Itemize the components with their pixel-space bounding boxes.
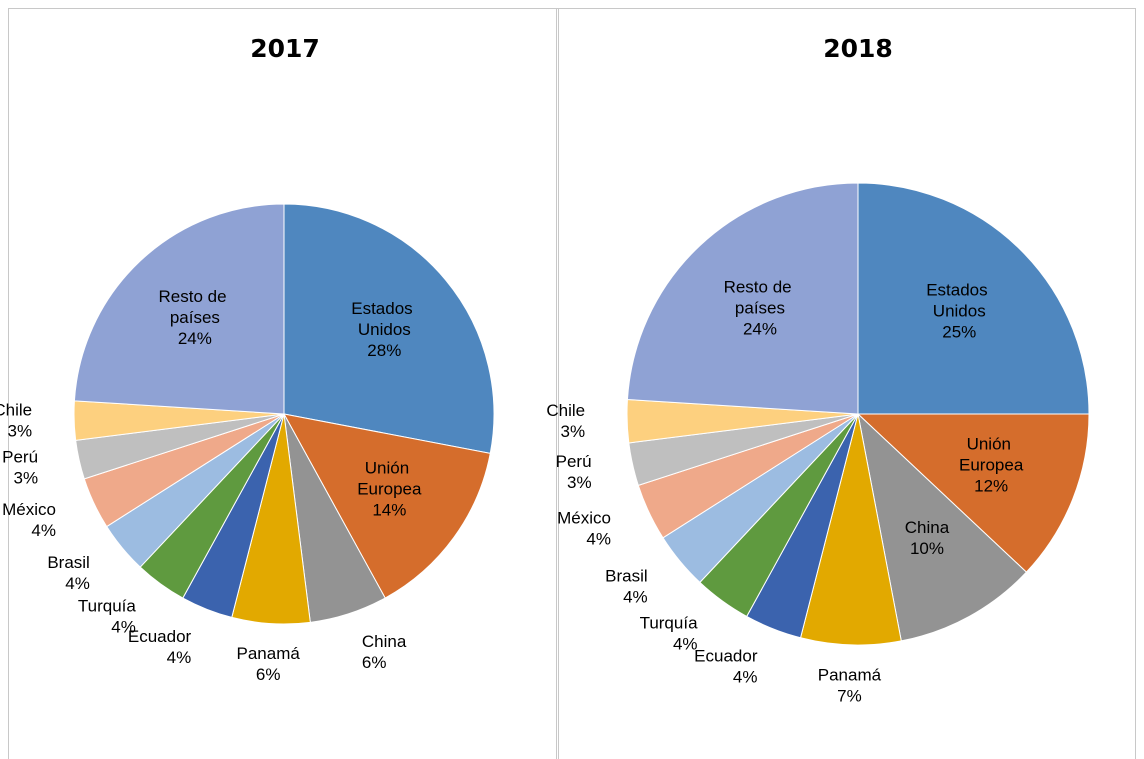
label-line: países xyxy=(735,299,785,318)
slice-label: Resto de países xyxy=(158,287,231,327)
label-line: Ecuador xyxy=(694,646,758,665)
label-line: México xyxy=(2,500,56,519)
slice-label: Unión Europea xyxy=(357,459,422,499)
slice-label: Ecuador xyxy=(694,646,758,665)
label-line: Perú xyxy=(2,447,38,466)
slice-label: Turquía xyxy=(78,596,137,615)
label-line: Estados xyxy=(926,281,992,300)
pie-slice xyxy=(857,412,1028,642)
value-label: 4% xyxy=(111,617,136,636)
slice-label: Brasil xyxy=(47,553,90,572)
value-label: 25% xyxy=(942,323,976,342)
value-label: 4% xyxy=(673,634,698,653)
slice-label: México xyxy=(557,509,611,528)
pie-slice xyxy=(857,182,1090,415)
value-label: 4% xyxy=(167,648,192,667)
slice-label: Ecuador xyxy=(128,627,192,646)
value-label: 24% xyxy=(743,320,777,339)
slice-label: México xyxy=(2,500,56,519)
label-line: Ecuador xyxy=(128,627,192,646)
slice-label: Brasil xyxy=(605,567,648,586)
slice-label: Perú xyxy=(2,447,38,466)
label-line: Unión xyxy=(365,459,414,478)
label-line: Panamá xyxy=(237,644,301,663)
label-line: Brasil xyxy=(605,567,648,586)
value-label: 3% xyxy=(561,422,586,441)
label-line: China xyxy=(362,632,407,651)
pie-slice xyxy=(626,182,859,415)
value-label: 4% xyxy=(586,530,611,549)
slice-label: Resto de países xyxy=(724,278,797,318)
value-label: 6% xyxy=(256,665,281,684)
pie-slice xyxy=(799,413,902,646)
label-line: Panamá xyxy=(818,665,882,684)
slice-label: Chile xyxy=(0,400,32,419)
frame xyxy=(8,8,1136,759)
pie-slice xyxy=(283,413,491,599)
value-label: 4% xyxy=(65,574,90,593)
label-line: Estados xyxy=(351,299,417,318)
label-line: Chile xyxy=(0,400,32,419)
value-label: 4% xyxy=(733,667,758,686)
value-label: 4% xyxy=(623,588,648,607)
value-label: 3% xyxy=(8,421,33,440)
label-line: México xyxy=(557,509,611,528)
label-line: Brasil xyxy=(47,553,90,572)
pie-slice xyxy=(283,203,495,454)
slice-label: Estados Unidos xyxy=(351,299,417,339)
slice-label: Chile xyxy=(546,401,585,420)
label-line: Resto de xyxy=(724,278,797,297)
slice-label: Panamá xyxy=(237,644,301,663)
label-line: Europea xyxy=(357,480,422,499)
label-line: países xyxy=(170,308,220,327)
chart-title: 2018 xyxy=(823,34,893,63)
slice-label: Unión Europea xyxy=(959,435,1024,475)
value-label: 24% xyxy=(178,329,212,348)
divider xyxy=(556,8,559,759)
label-line: Unidos xyxy=(358,320,411,339)
label-line: Unión xyxy=(967,435,1016,454)
slice-label: Estados Unidos xyxy=(926,281,992,321)
label-line: Chile xyxy=(546,401,585,420)
slice-label: Turquía xyxy=(640,613,699,632)
slice-label: China xyxy=(905,518,950,537)
label-line: Turquía xyxy=(78,596,137,615)
value-label: 14% xyxy=(372,501,406,520)
value-label: 3% xyxy=(567,473,592,492)
value-label: 10% xyxy=(910,539,944,558)
slice-label: China xyxy=(362,632,407,651)
label-line: Resto de xyxy=(158,287,231,306)
value-label: 6% xyxy=(362,653,387,672)
pie-slice xyxy=(73,203,285,415)
label-line: Perú xyxy=(556,452,592,471)
pie-slice xyxy=(856,413,1090,573)
slice-label: Perú xyxy=(556,452,592,471)
value-label: 3% xyxy=(13,468,38,487)
label-line: Turquía xyxy=(640,613,699,632)
value-label: 12% xyxy=(974,477,1008,496)
slice-label: Panamá xyxy=(818,665,882,684)
label-line: Unidos xyxy=(933,302,986,321)
value-label: 28% xyxy=(367,341,401,360)
value-label: 4% xyxy=(31,521,56,540)
chart-title: 2017 xyxy=(250,34,320,63)
value-label: 7% xyxy=(837,686,862,705)
label-line: China xyxy=(905,518,950,537)
label-line: Europea xyxy=(959,456,1024,475)
